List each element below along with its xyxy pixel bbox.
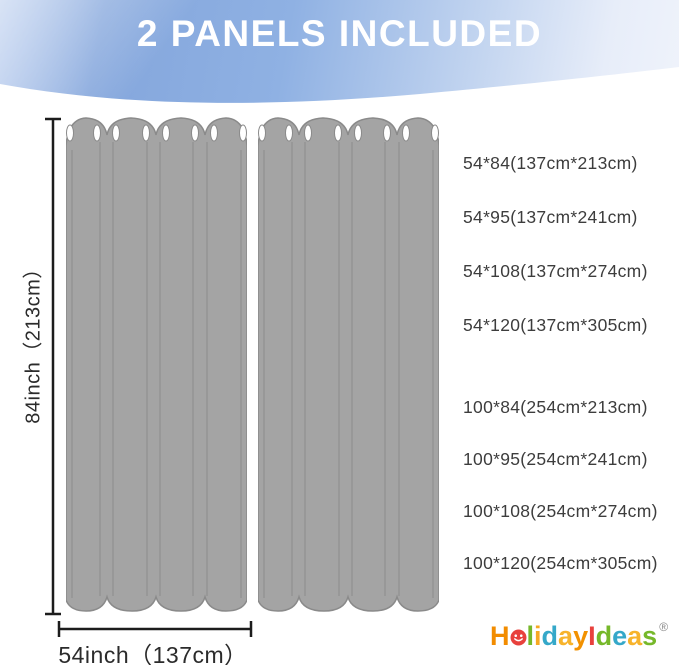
brand-letter: e	[612, 621, 628, 651]
header-banner: 2 PANELS INCLUDED	[0, 0, 679, 120]
brand-letter: d	[595, 621, 613, 651]
brand-letter: a	[558, 621, 574, 651]
size-option: 54*95(137cm*241cm)	[463, 207, 638, 227]
size-option: 100*108(254cm*274cm)	[463, 501, 658, 521]
grommet-holes	[66, 124, 247, 142]
brand-letter: I	[588, 621, 596, 651]
curtain-panel-left	[66, 117, 247, 612]
page-title: 2 PANELS INCLUDED	[136, 13, 543, 54]
brand-letter: a	[627, 621, 643, 651]
brand-letter: H	[490, 621, 510, 651]
brand-letter: d	[541, 621, 559, 651]
size-option: 54*108(137cm*274cm)	[463, 261, 648, 281]
size-list-54-inch: 54*84(137cm*213cm) 54*95(137cm*241cm) 54*1…	[463, 154, 663, 370]
size-option: 100*84(254cm*213cm)	[463, 397, 648, 417]
size-option: 100*95(254cm*241cm)	[463, 449, 648, 469]
size-option: 54*84(137cm*213cm)	[463, 153, 638, 173]
curtain-panel-right	[258, 117, 439, 612]
size-list-100-inch: 100*84(254cm*213cm) 100*95(254cm*241cm) 10…	[463, 398, 663, 606]
brand-letter: l	[526, 621, 535, 651]
size-option: 54*120(137cm*305cm)	[463, 315, 648, 335]
brand-letter: y	[573, 621, 589, 651]
size-option: 100*120(254cm*305cm)	[463, 553, 658, 573]
grommet-holes	[258, 124, 439, 142]
brand-letter: i	[534, 621, 542, 651]
header-wave-decoration	[0, 67, 679, 120]
height-dimension-label: 84inch（213cm）	[22, 258, 45, 424]
registered-trademark-icon: ®	[659, 620, 669, 634]
brand-letter: s	[642, 621, 658, 651]
width-dimension-label: 54inch（137cm）	[58, 642, 248, 665]
smiley-face-letter-o-icon	[510, 629, 526, 646]
